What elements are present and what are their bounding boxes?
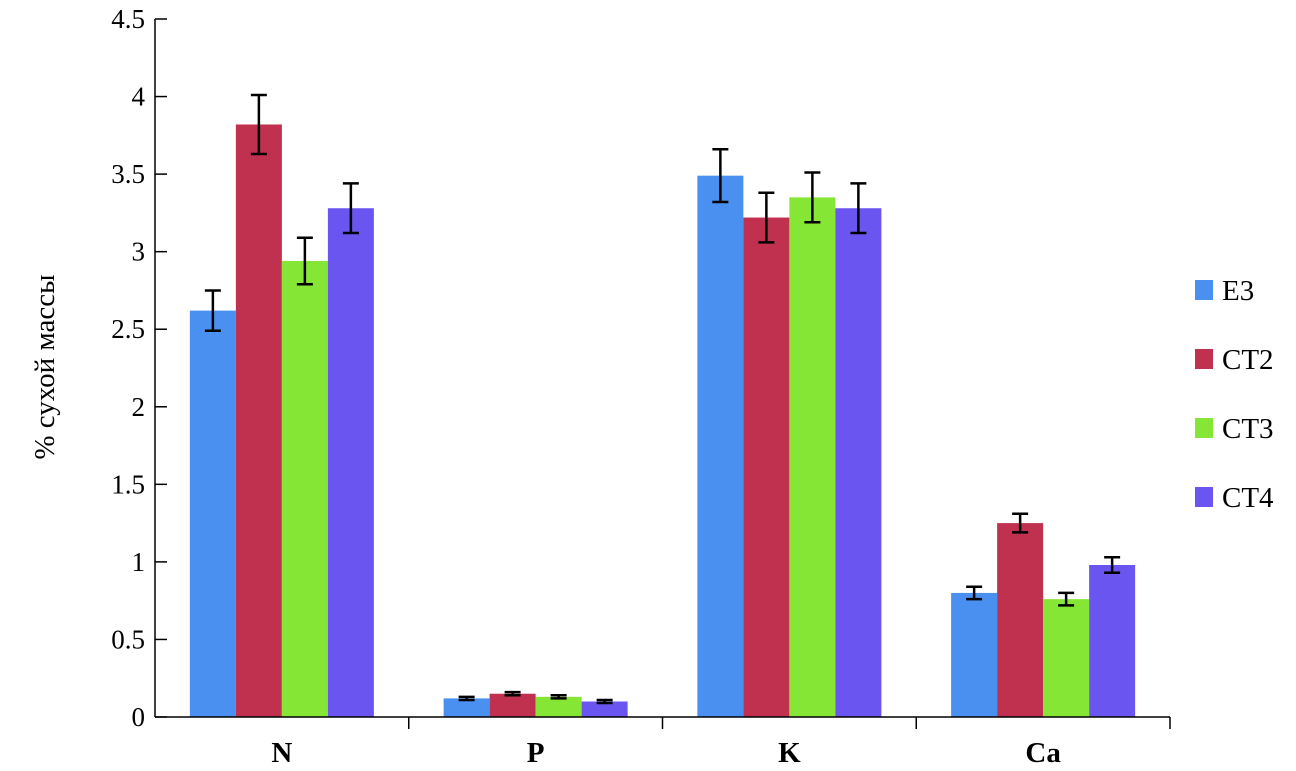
y-tick-label: 3.5	[111, 159, 145, 189]
bar-N-CT2	[235, 124, 282, 717]
legend-swatch-CT2	[1195, 349, 1213, 369]
y-tick-label: 3	[132, 237, 146, 267]
error-bar-P-CT2	[504, 690, 521, 697]
y-tick-label: 2.5	[111, 314, 145, 344]
legend-swatch-CT3	[1195, 418, 1213, 438]
y-tick-label: 4.5	[111, 4, 145, 34]
x-tick-label-N: N	[271, 737, 292, 769]
y-tick-label: 1	[132, 547, 146, 577]
x-tick-label-P: P	[527, 737, 545, 769]
axes-layer: N P K Ca 0 0.5 1 1.5 2 2.5 3 3.5 4 4.5	[111, 4, 1171, 769]
bar-N-CT4	[327, 208, 374, 718]
bar-Ca-E3	[951, 592, 998, 717]
error-bar-K-CT2	[758, 191, 775, 244]
error-bar-N-E3	[204, 289, 221, 333]
error-bar-N-CT3	[296, 236, 313, 286]
bar-K-E3	[697, 175, 744, 717]
bars-layer	[189, 93, 1136, 718]
bar-N-E3	[189, 310, 236, 717]
y-tick-label: 2	[132, 392, 146, 422]
y-tick-label: 4	[132, 82, 146, 112]
error-bar-P-E3	[458, 695, 475, 702]
legend-label-CT3: CT3	[1222, 413, 1274, 445]
bar-P-E3	[443, 698, 490, 717]
y-axis-label: % сухой массы	[29, 274, 61, 459]
x-tick-label-Ca: Ca	[1025, 737, 1061, 769]
legend: E3 CT2 CT3 CT4	[1195, 275, 1274, 514]
error-bar-P-CT3	[550, 694, 567, 700]
error-bar-Ca-CT2	[1012, 512, 1029, 534]
y-tick-label: 1.5	[111, 469, 145, 499]
bar-K-CT2	[743, 217, 790, 717]
bar-Ca-CT2	[997, 523, 1044, 717]
legend-label-CT4: CT4	[1222, 482, 1274, 514]
error-bar-K-CT3	[804, 171, 821, 224]
error-bar-Ca-E3	[966, 585, 983, 601]
legend-label-CT2: CT2	[1222, 344, 1274, 376]
y-tick-label: 0.5	[111, 624, 145, 654]
bar-P-CT4	[581, 701, 628, 717]
legend-swatch-CT4	[1195, 487, 1213, 507]
bar-P-CT2	[489, 693, 536, 717]
error-bar-Ca-CT3	[1058, 591, 1075, 607]
bar-K-CT4	[835, 208, 882, 718]
bar-N-CT3	[281, 260, 328, 717]
error-bar-Ca-CT4	[1104, 555, 1121, 574]
error-bar-N-CT2	[250, 93, 267, 156]
bar-K-CT3	[789, 197, 836, 717]
y-tick-label: 0	[132, 702, 146, 732]
error-bar-K-CT4	[850, 182, 867, 235]
bar-Ca-CT3	[1043, 599, 1090, 717]
bar-Ca-CT4	[1089, 564, 1136, 717]
bar-P-CT3	[535, 696, 582, 717]
error-bar-P-CT4	[596, 698, 613, 705]
error-bar-N-CT4	[342, 182, 359, 235]
legend-label-E3: E3	[1222, 275, 1254, 307]
legend-swatch-E3	[1195, 280, 1213, 300]
x-tick-label-K: K	[778, 737, 801, 769]
error-bar-K-E3	[712, 148, 729, 204]
